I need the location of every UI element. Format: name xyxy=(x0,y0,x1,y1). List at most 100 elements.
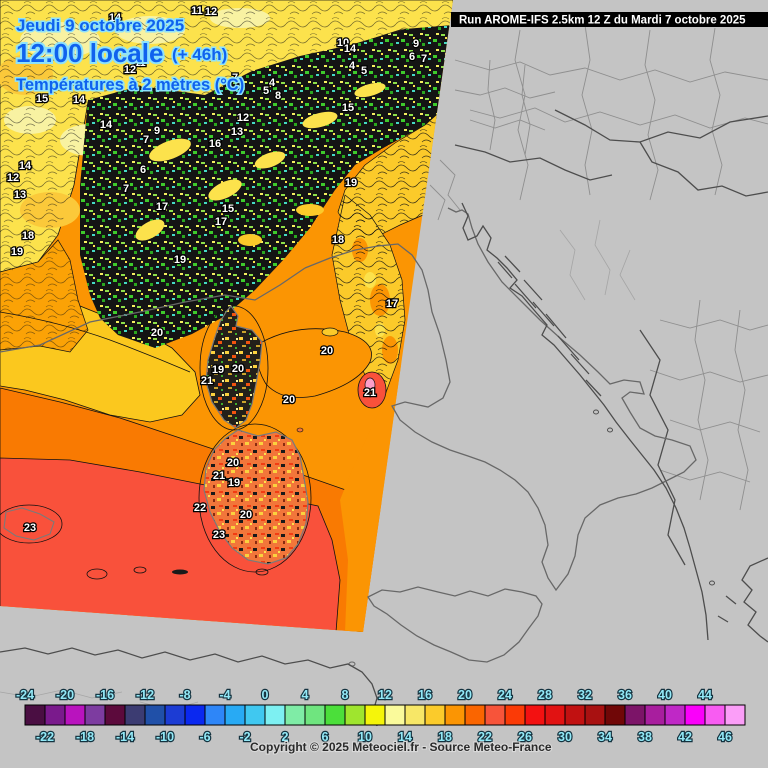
colorbar-tick-bottom: 18 xyxy=(438,730,452,744)
colorbar-tick-top: 4 xyxy=(302,688,309,702)
colorbar-tick-bottom: -14 xyxy=(116,730,134,744)
colorbar-cell xyxy=(124,704,146,726)
temp-value-label: 12 xyxy=(237,112,249,124)
domain-edge-strip xyxy=(340,360,403,632)
colorbar-cell xyxy=(104,704,126,726)
colorbar-tick-top: 28 xyxy=(538,688,552,702)
colorbar-tick-bottom: -6 xyxy=(199,730,210,744)
temp-value-label: 14 xyxy=(19,160,32,172)
colorbar-tick-top: 36 xyxy=(618,688,632,702)
colorbar-tick-bottom: 34 xyxy=(598,730,612,744)
temp-value-label: 13 xyxy=(14,189,26,201)
run-info-text: Run AROME-IFS 2.5km 12 Z du Mardi 7 octo… xyxy=(459,15,746,27)
temp-value-label: 14 xyxy=(344,43,357,55)
temp-value-label: 21 xyxy=(364,387,376,399)
temp-value-label: 5 xyxy=(263,85,269,97)
temp-value-label: 19 xyxy=(174,254,186,266)
colorbar-tick-bottom: 10 xyxy=(358,730,372,744)
temp-value-label: 15 xyxy=(222,203,234,215)
colorbar-cell xyxy=(164,704,186,726)
temp-value-label: 20 xyxy=(151,327,163,339)
colorbar-tick-top: 40 xyxy=(658,688,672,702)
italy-coastline xyxy=(304,207,697,592)
colorbar-cell xyxy=(24,704,46,726)
sea-contours xyxy=(0,305,372,580)
colorbar-tick-bottom: 30 xyxy=(558,730,572,744)
temp-value-label: 7 xyxy=(232,72,238,84)
temp-value-label: 17 xyxy=(215,216,227,228)
rome-coast-hotspot xyxy=(357,371,387,409)
run-bar-background xyxy=(451,12,768,27)
colorbar-cell xyxy=(564,704,586,726)
temp-value-label: 5 xyxy=(361,65,367,77)
colorbar-cell xyxy=(644,704,666,726)
colorbar-cell xyxy=(664,704,686,726)
temp-value-label: 15 xyxy=(342,102,354,114)
temp-value-label: 4 xyxy=(269,77,276,89)
colorbar-tick-top: -20 xyxy=(56,688,74,702)
colorbar-cell xyxy=(204,704,226,726)
run-info-bar: Run AROME-IFS 2.5km 12 Z du Mardi 7 octo… xyxy=(451,12,768,27)
colorbar-tick-bottom: 26 xyxy=(518,730,532,744)
colorbar-cell xyxy=(284,704,306,726)
colorbar-cell xyxy=(44,704,66,726)
menorca-island xyxy=(3,507,55,541)
colorbar-tick-bottom: -2 xyxy=(239,730,250,744)
temp-value-label: 10 xyxy=(337,37,349,49)
temp-value-label: 20 xyxy=(227,457,239,469)
colorbar-tick-bottom: 46 xyxy=(718,730,732,744)
national-borders xyxy=(454,109,768,566)
coastlines xyxy=(0,202,768,727)
temp-value-label: 16 xyxy=(209,138,221,150)
temp-value-label: 18 xyxy=(332,234,344,246)
temp-value-label: 20 xyxy=(232,363,244,375)
temp-value-label: 9 xyxy=(413,38,419,50)
temp-value-label: 8 xyxy=(275,90,281,102)
temp-value-label: 6 xyxy=(140,164,146,176)
colorbar-cell xyxy=(684,704,706,726)
temp-value-label: 13 xyxy=(231,126,243,138)
colorbar-cell xyxy=(364,704,386,726)
colorbar-tick-top: -24 xyxy=(16,688,34,702)
colorbar-tick-top: 24 xyxy=(498,688,512,702)
colorbar-tick-top: 32 xyxy=(578,688,592,702)
alps-mountains xyxy=(80,25,453,348)
temp-value-label: 21 xyxy=(213,470,225,482)
small-islands xyxy=(172,327,339,575)
temp-value-label: 14 xyxy=(100,119,113,131)
colorbar-cell xyxy=(264,704,286,726)
temp-value-label: 14 xyxy=(73,94,86,106)
colorbar-cell xyxy=(464,704,486,726)
temp-value-label: 20 xyxy=(321,345,333,357)
colorbar-tick-bottom: 2 xyxy=(282,730,289,744)
time-title: 12:00 locale xyxy=(16,38,163,68)
colorbar-tick-bottom: -10 xyxy=(156,730,174,744)
colorbar-cell xyxy=(144,704,166,726)
temp-value-label: 12 xyxy=(7,172,19,184)
colorbar-cell xyxy=(504,704,526,726)
colorbar-cell xyxy=(84,704,106,726)
colorbar-cell xyxy=(724,704,746,726)
colorbar-cell xyxy=(704,704,726,726)
temp-value-label: 19 xyxy=(11,246,23,258)
temp-value-label: 19 xyxy=(345,177,357,189)
greek-islet xyxy=(709,580,715,586)
colorbar-tick-top: 12 xyxy=(378,688,392,702)
offset-label: (+ 46h) xyxy=(172,45,227,64)
colorbar-cell xyxy=(224,704,246,726)
colorbar-tick-bottom: 22 xyxy=(478,730,492,744)
colorbar-cell xyxy=(184,704,206,726)
colorbar-cell xyxy=(444,704,466,726)
colorbar-tick-bottom: 6 xyxy=(322,730,329,744)
colorbar-cell xyxy=(344,704,366,726)
temp-value-label: 22 xyxy=(194,502,206,514)
temp-value-label: 7 xyxy=(421,53,427,65)
date-title: Jeudi 9 octobre 2025 xyxy=(16,16,184,35)
temp-value-label: 12 xyxy=(205,6,217,18)
temp-value-label: 15 xyxy=(36,93,48,105)
colorbar-cell xyxy=(384,704,406,726)
colorbar-tick-bottom: -18 xyxy=(76,730,94,744)
colorbar-cell xyxy=(604,704,626,726)
colorbar-tick-bottom: 38 xyxy=(638,730,652,744)
